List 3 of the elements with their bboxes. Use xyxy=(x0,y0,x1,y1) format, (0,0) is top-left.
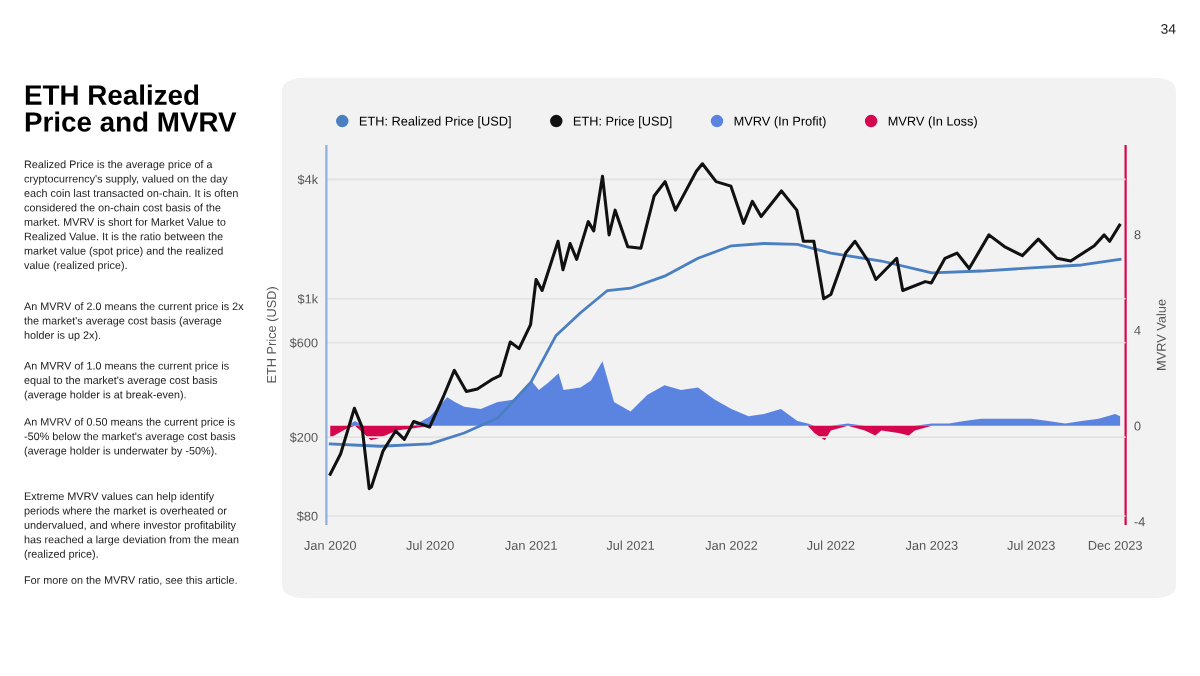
chart-title: ETH Realized Price and MVRV xyxy=(25,84,237,132)
line-series xyxy=(328,242,1122,448)
line-series xyxy=(328,162,1122,491)
